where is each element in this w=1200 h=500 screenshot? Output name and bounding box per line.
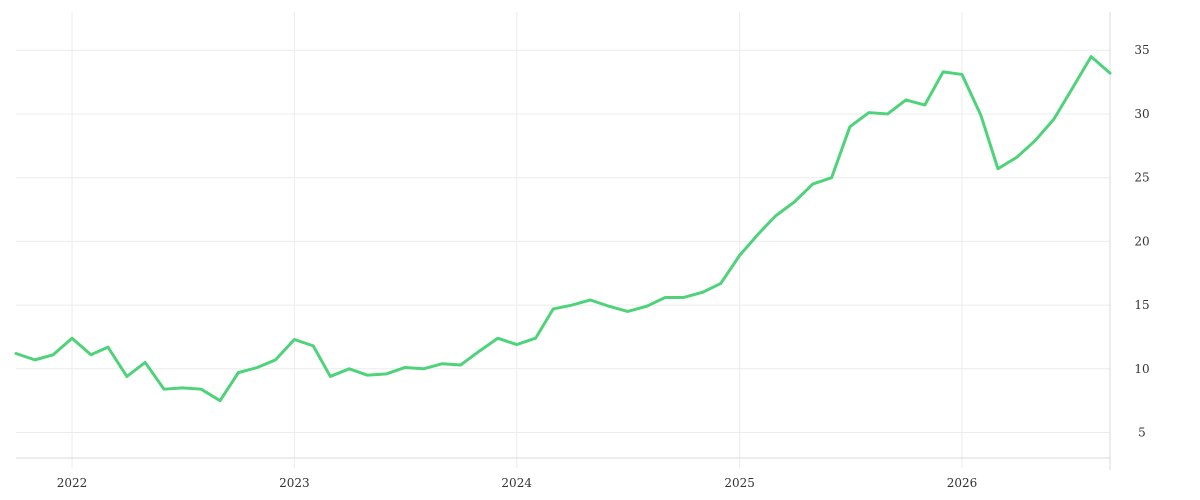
data-point (774, 214, 777, 218)
data-point (459, 363, 462, 367)
data-point (33, 358, 37, 362)
data-point (237, 371, 240, 374)
data-point (960, 73, 964, 76)
y-tick-label: 15 (1134, 298, 1149, 312)
data-point (89, 353, 93, 356)
data-point (738, 254, 741, 257)
data-point (1033, 139, 1037, 142)
data-point (70, 337, 74, 340)
data-point (256, 366, 259, 369)
y-grid (16, 49, 1110, 434)
data-point (719, 282, 722, 285)
data-point (51, 353, 55, 356)
data-point (701, 291, 704, 294)
data-point (312, 344, 315, 348)
x-tick-label: 2022 (57, 476, 88, 490)
data-point (534, 337, 537, 340)
y-tick-label: 5 (1138, 426, 1146, 440)
data-point (552, 307, 555, 311)
data-point (403, 366, 406, 369)
y-tick-label: 10 (1134, 362, 1149, 376)
data-point (1089, 55, 1093, 58)
data-point (1015, 156, 1018, 159)
data-point (1108, 71, 1112, 75)
x-axis-ticks: 2022 2023 2024 2025 2026 (57, 476, 977, 490)
data-point (441, 362, 444, 365)
data-point (811, 182, 814, 186)
data-point (385, 372, 388, 376)
data-point (106, 345, 110, 349)
data-point (125, 375, 129, 378)
data-point (347, 367, 351, 370)
series-layer (14, 55, 1112, 403)
data-point (996, 167, 1000, 170)
data-point (515, 343, 518, 346)
data-point (199, 387, 203, 391)
data-point (830, 176, 833, 179)
x-tick-label: 2026 (947, 476, 978, 490)
data-point (645, 305, 648, 308)
data-point (682, 296, 685, 299)
data-point (218, 399, 222, 402)
data-point (162, 387, 166, 391)
data-point (570, 303, 574, 307)
data-point (757, 232, 760, 235)
data-point (608, 305, 611, 308)
data-point (366, 373, 369, 377)
y-tick-label: 35 (1134, 43, 1149, 57)
x-tick-label: 2025 (724, 476, 755, 490)
data-point (664, 296, 667, 299)
data-point (793, 200, 796, 204)
data-point (181, 386, 184, 390)
data-point (626, 310, 629, 313)
data-point (329, 375, 332, 378)
data-point (143, 361, 147, 364)
x-grid (71, 12, 963, 468)
x-tick-label: 2024 (501, 476, 532, 490)
series-line (14, 55, 1112, 403)
data-point (941, 70, 945, 74)
y-tick-label: 20 (1134, 234, 1149, 248)
x-tick-label: 2023 (279, 476, 310, 490)
y-tick-label: 25 (1134, 171, 1149, 185)
data-point (14, 352, 18, 355)
data-point (1071, 87, 1074, 90)
data-point (848, 125, 852, 128)
data-point (496, 337, 500, 340)
data-point (293, 338, 296, 341)
data-point (923, 103, 927, 107)
data-point (422, 367, 425, 370)
data-point (274, 358, 277, 362)
data-point (1052, 117, 1056, 121)
y-tick-label: 30 (1134, 107, 1149, 121)
data-point (886, 112, 889, 116)
data-point (867, 111, 870, 114)
y-axis-ticks: 5 10 15 20 25 30 35 (1134, 43, 1149, 439)
data-point (904, 98, 908, 102)
data-points (14, 55, 1112, 402)
data-point (589, 298, 592, 302)
data-point (478, 349, 481, 353)
data-point (979, 114, 983, 117)
